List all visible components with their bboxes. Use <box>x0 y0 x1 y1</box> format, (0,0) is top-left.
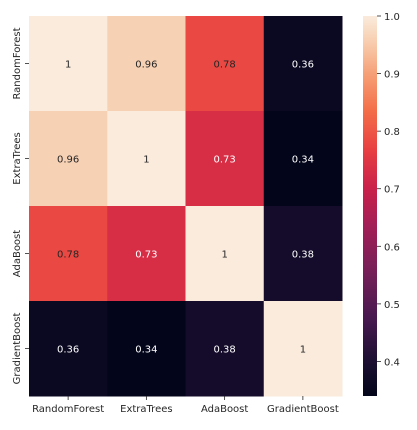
cell-value-label: 0.73 <box>135 250 157 261</box>
heatmap-cell-ExtraTrees-GradientBoost <box>263 111 343 207</box>
colorbar-tick-label: 1.0 <box>384 12 400 23</box>
cell-value-label: 0.36 <box>57 345 79 356</box>
heatmap-cell-GradientBoost-GradientBoost <box>263 301 343 397</box>
y-axis: RandomForest ExtraTrees AdaBoost GradientBo… <box>12 27 29 384</box>
heatmap-cell-RandomForest-GradientBoost <box>263 16 343 112</box>
cell-value-labels: 1 0.96 0.78 0.36 0.96 1 0.73 0.34 0.78 0.73 1 0.38 0… <box>57 60 314 356</box>
colorbar-tick-label: 0.6 <box>384 242 400 253</box>
y-tick-label: AdaBoost <box>12 230 23 277</box>
heatmap-cell-GradientBoost-ExtraTrees <box>107 301 186 397</box>
cell-value-label: 1 <box>143 155 149 166</box>
heatmap-cell-RandomForest-RandomForest <box>29 16 108 112</box>
heatmap-cell-AdaBoost-RandomForest <box>29 206 108 302</box>
heatmap-cell-RandomForest-ExtraTrees <box>107 16 186 112</box>
cell-value-label: 0.96 <box>57 155 79 166</box>
cell-value-label: 0.34 <box>292 155 314 166</box>
y-tick-label: ExtraTrees <box>12 132 23 184</box>
heatmap-cell-AdaBoost-AdaBoost <box>185 206 265 302</box>
heatmap-cell-ExtraTrees-AdaBoost <box>185 111 265 207</box>
cell-value-label: 1 <box>221 250 227 261</box>
cell-value-label: 0.34 <box>135 345 157 356</box>
cell-value-label: 0.38 <box>213 345 235 356</box>
colorbar-tick-label: 0.4 <box>384 357 400 368</box>
colorbar-gradient <box>363 16 377 396</box>
cell-value-label: 0.78 <box>57 250 79 261</box>
x-tick-label: RandomForest <box>32 404 104 415</box>
heatmap-cell-AdaBoost-GradientBoost <box>263 206 343 302</box>
heatmap-cell-GradientBoost-AdaBoost <box>185 301 265 397</box>
heatmap-cell-ExtraTrees-RandomForest <box>29 111 108 207</box>
heatmap-cell-GradientBoost-RandomForest <box>29 301 108 397</box>
heatmap-cell-ExtraTrees-ExtraTrees <box>107 111 186 207</box>
colorbar-tick-label: 0.7 <box>384 185 400 196</box>
colorbar-tick-label: 0.8 <box>384 127 400 138</box>
heatmap-cell-RandomForest-AdaBoost <box>185 16 265 112</box>
cell-value-label: 0.38 <box>292 250 314 261</box>
x-tick-label: AdaBoost <box>201 404 248 415</box>
colorbar-tick-label: 0.5 <box>384 300 400 311</box>
x-axis: RandomForest ExtraTrees AdaBoost GradientBo… <box>32 396 339 415</box>
cell-value-label: 1 <box>300 345 306 356</box>
cell-value-label: 0.36 <box>292 60 314 71</box>
cell-value-label: 0.73 <box>213 155 235 166</box>
colorbar-tick-label: 0.9 <box>384 70 400 81</box>
x-tick-label: GradientBoost <box>267 404 339 415</box>
y-tick-label: RandomForest <box>12 27 23 99</box>
cell-value-label: 1 <box>65 60 71 71</box>
cell-value-label: 0.96 <box>135 60 157 71</box>
colorbar: 0.4 0.5 0.6 0.7 0.8 0.9 1.0 <box>363 12 400 396</box>
y-tick-label: GradientBoost <box>12 313 23 385</box>
cell-value-label: 0.78 <box>213 60 235 71</box>
heatmap-cell-AdaBoost-ExtraTrees <box>107 206 186 302</box>
heatmap-cells <box>29 16 343 397</box>
x-tick-label: ExtraTrees <box>120 404 172 415</box>
